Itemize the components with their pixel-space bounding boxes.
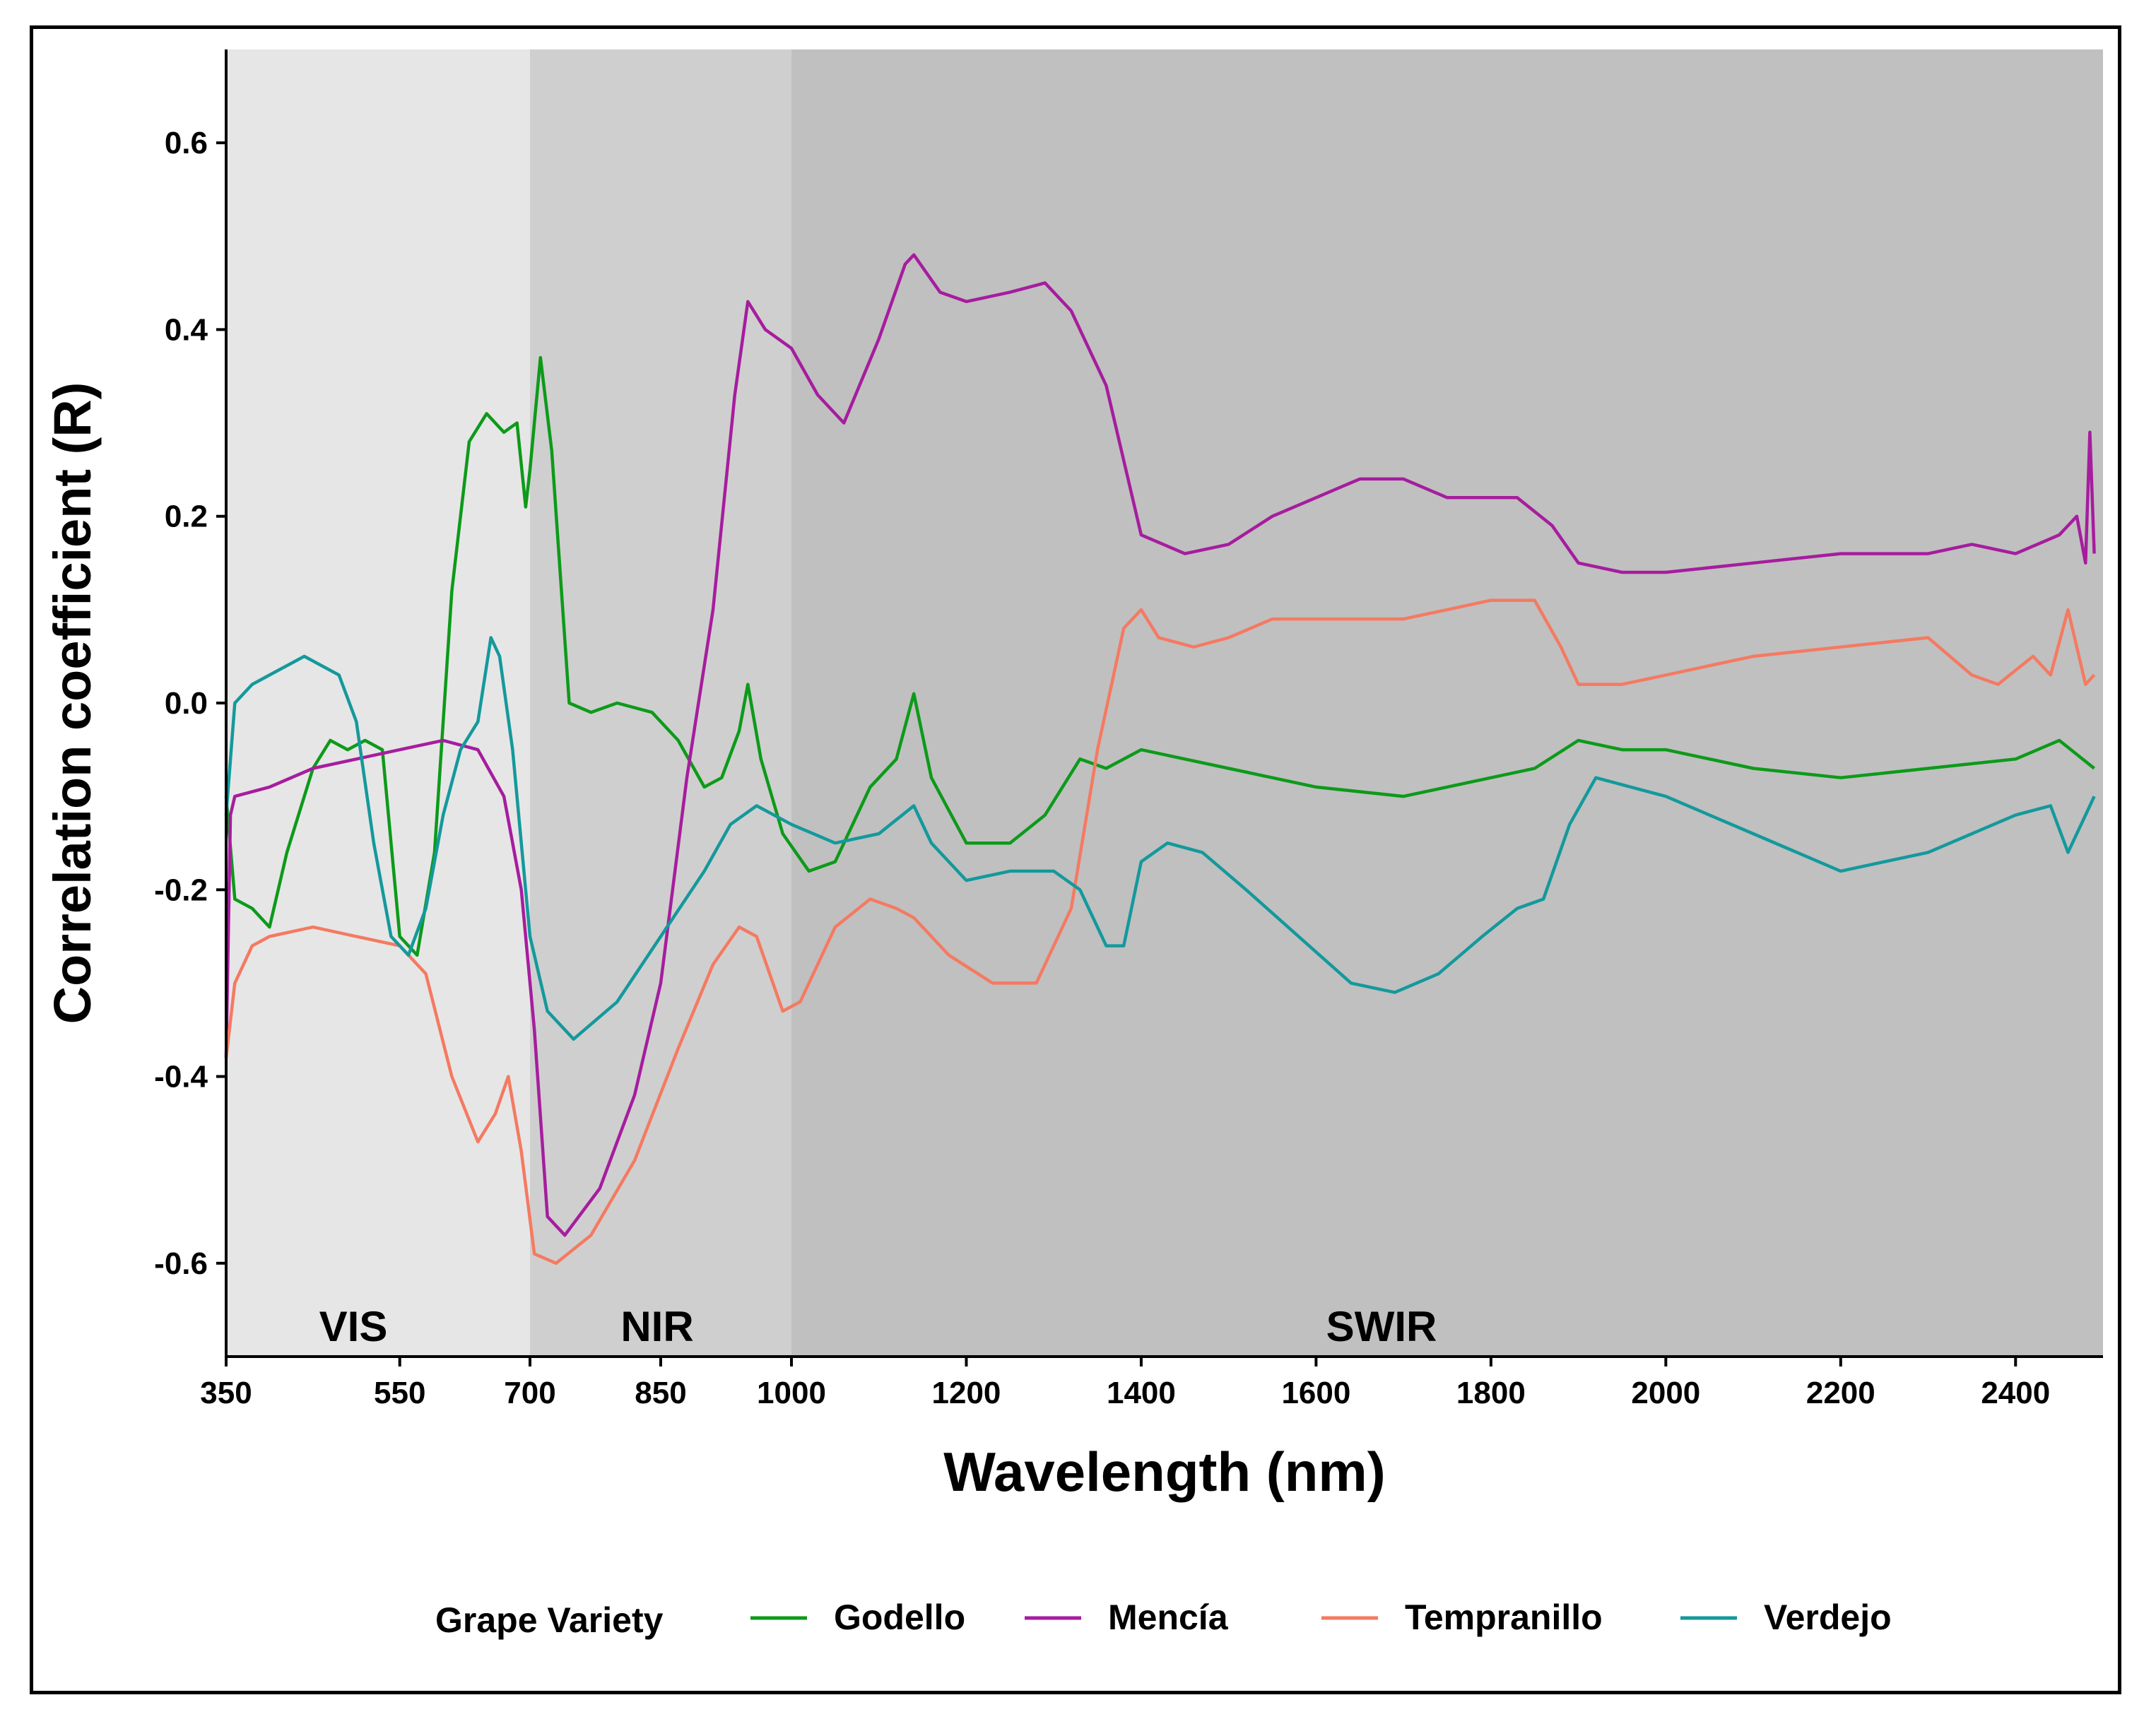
x-tick-label: 350 [200,1376,252,1410]
y-tick-label: 0.0 [165,686,208,721]
y-tick-label: 0.2 [165,500,208,534]
region-label-swir: SWIR [1326,1303,1437,1350]
y-tick-label: 0.6 [165,126,208,160]
x-tick-label: 1200 [932,1376,1001,1410]
x-tick-label: 550 [374,1376,425,1410]
region-nir-band [530,49,791,1357]
series-line-tempranillo [224,598,2096,1265]
x-tick-label: 2200 [1806,1376,1875,1410]
legend-label-tempranillo: Tempranillo [1405,1598,1603,1637]
series-line-mencia [224,253,2096,1237]
x-tick-label: 850 [635,1376,686,1410]
x-tick-label: 2000 [1631,1376,1700,1410]
series-line-godello [224,355,2096,957]
y-tick-label: 0.4 [165,312,208,347]
y-tick-label: -0.4 [154,1060,208,1094]
y-tick-label: -0.2 [154,873,208,907]
legend-label-godello: Godello [834,1598,965,1637]
region-label-vis: VIS [319,1303,388,1350]
y-axis-title: Correlation coefficient (R) [43,382,102,1025]
region-vis-band [226,49,530,1357]
x-tick-label: 2400 [1981,1376,2050,1410]
legend-title: Grape Variety [435,1600,664,1640]
legend-label-mencia: Mencía [1108,1598,1229,1637]
x-tick-label: 700 [504,1376,555,1410]
x-tick-label: 1800 [1456,1376,1526,1410]
x-tick-label: 1000 [757,1376,826,1410]
region-swir-band [791,49,2103,1357]
series-line-verdejo [224,636,2096,1041]
region-label-nir: NIR [620,1303,693,1350]
y-tick-label: -0.6 [154,1246,208,1281]
legend-label-verdejo: Verdejo [1764,1598,1892,1637]
x-tick-label: 1600 [1281,1376,1350,1410]
x-axis-title: Wavelength (nm) [943,1441,1385,1503]
x-tick-label: 1400 [1107,1376,1176,1410]
